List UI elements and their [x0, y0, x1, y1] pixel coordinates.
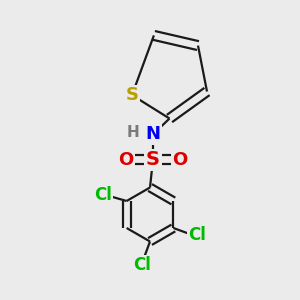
Text: O: O: [118, 151, 134, 169]
Text: Cl: Cl: [134, 256, 152, 274]
Text: Cl: Cl: [94, 186, 112, 204]
Text: Cl: Cl: [188, 226, 206, 244]
Text: N: N: [146, 125, 160, 143]
Text: S: S: [125, 86, 139, 104]
Text: H: H: [127, 125, 140, 140]
Text: S: S: [146, 150, 160, 169]
Text: O: O: [172, 151, 188, 169]
